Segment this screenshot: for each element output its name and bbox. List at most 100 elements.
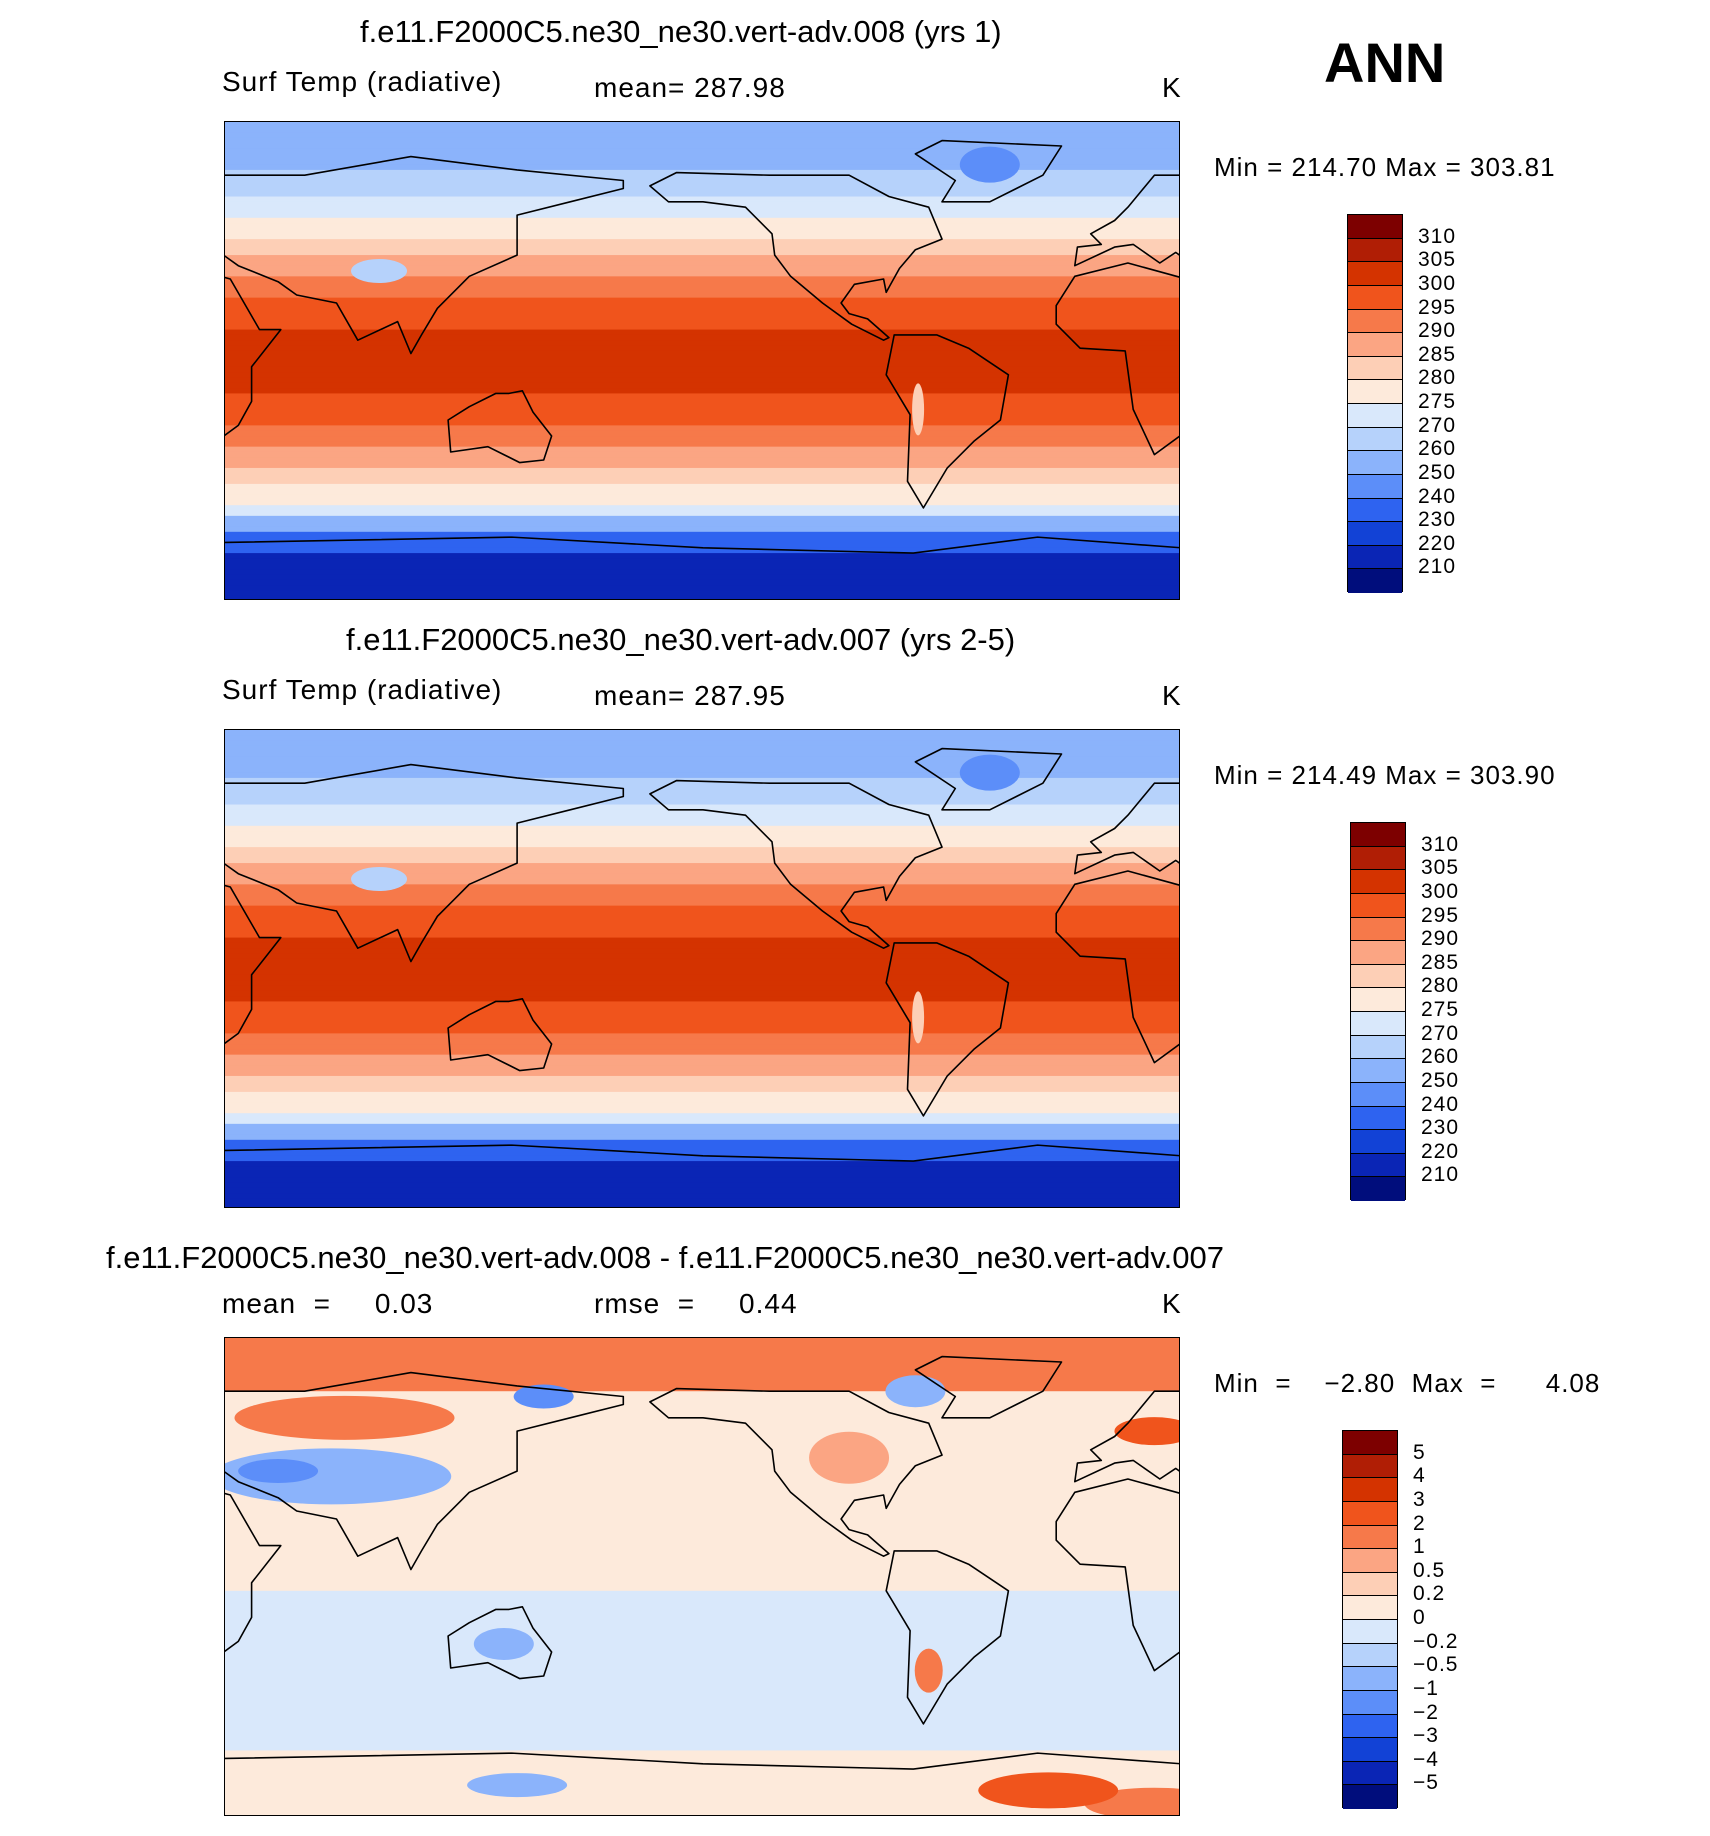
colorbar-box (1343, 1620, 1397, 1644)
temperature-band (225, 873, 1179, 880)
temperature-band (225, 756, 1179, 763)
temperature-band (225, 1187, 1179, 1194)
temperature-band (225, 265, 1179, 272)
colorbar-box (1351, 823, 1405, 847)
temperature-band (225, 799, 1179, 806)
coastline (1055, 262, 1179, 456)
colorbar-box (1351, 1130, 1405, 1154)
temperature-band (225, 1118, 1179, 1125)
panel-1-mean: mean= 287.98 (594, 72, 786, 103)
temperature-band (225, 249, 1179, 256)
temperature-band (225, 271, 1179, 277)
temperature-band (225, 382, 1179, 389)
temperature-band (225, 1139, 1179, 1146)
greenland-cold-patch (959, 754, 1020, 791)
colorbar-box (1348, 380, 1402, 404)
coastline (1074, 174, 1179, 267)
temperature-band (225, 143, 1179, 150)
colorbar-tick-label: 295 (1421, 903, 1460, 927)
temperature-band (225, 948, 1179, 955)
coastline (914, 139, 1063, 203)
temperature-band (225, 937, 1179, 944)
temperature-band (225, 478, 1179, 485)
temperature-band (225, 1198, 1179, 1205)
colorbar-box (1343, 1501, 1397, 1526)
temperature-band (225, 201, 1179, 208)
diff-southern-band (225, 1590, 1179, 1751)
diff-south-america-warm (914, 1648, 943, 1693)
colorbar-box (1351, 941, 1405, 965)
temperature-band (225, 340, 1179, 347)
temperature-band (225, 180, 1179, 187)
diff-arctic-warm (225, 1338, 1179, 1392)
colorbar-box (1351, 1012, 1405, 1036)
coastline (1074, 1390, 1179, 1483)
temperature-band (225, 148, 1179, 155)
temperature-band (225, 761, 1179, 768)
temperature-band (225, 852, 1179, 859)
temperature-band (225, 1161, 1179, 1167)
panel-1-units: K (1162, 72, 1182, 103)
colorbar-tick-label: 280 (1421, 974, 1460, 998)
temperature-band (225, 894, 1179, 901)
colorbar-box (1351, 1059, 1405, 1083)
panel-1-variable: Surf Temp (radiative) (222, 66, 503, 97)
colorbar-tick-label: 230 (1421, 1116, 1460, 1140)
temperature-band (225, 420, 1179, 426)
coastline (885, 1550, 1010, 1725)
colorbar-tick-label: 4 (1413, 1464, 1426, 1488)
colorbar-box (1351, 917, 1405, 942)
colorbar-tick-label: −5 (1413, 1771, 1439, 1795)
temperature-band (225, 537, 1179, 543)
temperature-band (225, 430, 1179, 437)
temperature-band (225, 212, 1179, 219)
temperature-band (225, 356, 1179, 362)
temperature-band (225, 1012, 1179, 1018)
panel-3-units: K (1162, 1288, 1182, 1319)
temperature-band (225, 281, 1179, 288)
temperature-band (225, 1017, 1179, 1024)
diff-europe-warm (1114, 1417, 1179, 1446)
temperature-band (225, 233, 1179, 240)
temperature-band (225, 1203, 1179, 1207)
temperature-band (225, 521, 1179, 527)
antarctica-coastline (225, 1752, 1179, 1770)
temperature-band (225, 526, 1179, 533)
diff-north-america-warm (809, 1431, 890, 1484)
colorbar-box (1348, 474, 1402, 499)
temperature-band (225, 1049, 1179, 1056)
temperature-band (225, 441, 1179, 448)
temperature-band (225, 393, 1179, 400)
temperature-band (225, 494, 1179, 501)
temperature-band (225, 489, 1179, 496)
colorbar-tick-label: 2 (1413, 1511, 1426, 1535)
panel-1-minmax: Min = 214.70 Max = 303.81 (1214, 152, 1556, 182)
temperature-band (225, 868, 1179, 875)
colorbar-tick-label: 220 (1418, 531, 1457, 555)
temperature-band (225, 767, 1179, 774)
colorbar-box (1348, 404, 1402, 428)
temperature-band (225, 1102, 1179, 1109)
panel-3-rmse: rmse = 0.44 (594, 1288, 798, 1319)
temperature-band (225, 1059, 1179, 1066)
temperature-band (225, 137, 1179, 144)
colorbar-box (1351, 1035, 1405, 1060)
temperature-band (225, 831, 1179, 837)
panel-3-title: f.e11.F2000C5.ne30_ne30.vert-adv.008 - f… (106, 1240, 1224, 1275)
colorbar-tick-label: 220 (1421, 1139, 1460, 1163)
temperature-band (225, 942, 1179, 949)
colorbar-tick-label: −2 (1413, 1700, 1439, 1724)
colorbar-tick-label: 290 (1418, 319, 1457, 343)
colorbar-tick-label: 310 (1421, 832, 1460, 856)
temperature-band (225, 308, 1179, 315)
temperature-band (225, 740, 1179, 747)
temperature-band (225, 996, 1179, 1002)
diff-antarctic-warm-2 (978, 1772, 1119, 1809)
temperature-band (225, 825, 1179, 832)
temperature-band (225, 196, 1179, 203)
temperature-band (225, 164, 1179, 171)
colorbar-tick-label: −3 (1413, 1724, 1439, 1748)
temperature-band (225, 788, 1179, 795)
temperature-band (225, 1075, 1179, 1082)
andes-cool-strip (912, 383, 925, 436)
